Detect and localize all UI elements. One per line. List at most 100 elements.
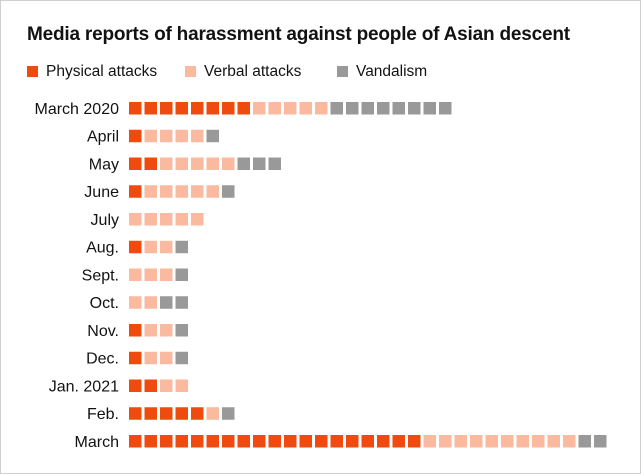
square-verbal [175, 129, 188, 143]
square-physical [191, 435, 204, 448]
square-verbal [144, 240, 157, 254]
row-1: April [87, 129, 219, 146]
square-physical [129, 435, 142, 448]
square-vandalism [346, 102, 359, 115]
square-verbal [160, 351, 173, 365]
square-verbal [299, 102, 312, 115]
square-verbal [144, 296, 157, 309]
square-vandalism [377, 102, 390, 115]
row-6: Sept. [82, 267, 188, 284]
square-vandalism [175, 268, 188, 281]
row-label: March [75, 434, 119, 451]
square-physical [222, 435, 235, 448]
square-verbal [160, 213, 173, 226]
row-label: April [87, 129, 119, 146]
row-4: July [91, 212, 204, 229]
square-verbal [563, 435, 576, 448]
square-verbal [206, 407, 219, 420]
square-vandalism [330, 102, 343, 115]
square-verbal [501, 435, 514, 448]
square-vandalism [175, 324, 188, 337]
square-physical [237, 102, 250, 115]
square-verbal [175, 213, 188, 226]
row-7: Oct. [90, 295, 188, 312]
square-verbal [470, 435, 483, 448]
square-physical [144, 435, 157, 448]
square-physical [222, 102, 235, 115]
square-physical [175, 102, 188, 115]
row-0: March 2020 [35, 101, 452, 118]
square-verbal [191, 185, 204, 198]
square-verbal [175, 379, 188, 392]
square-vandalism [206, 129, 219, 143]
row-12: March [75, 434, 607, 451]
square-verbal [160, 185, 173, 198]
square-physical [129, 407, 142, 420]
legend-label-physical: Physical attacks [46, 63, 158, 80]
row-8: Nov. [87, 323, 188, 340]
row-3: June [84, 184, 235, 201]
row-label: Oct. [90, 295, 119, 312]
square-physical [144, 157, 157, 170]
row-label: Jan. 2021 [49, 378, 119, 395]
row-9: Dec. [86, 351, 188, 368]
square-physical [237, 435, 250, 448]
square-physical [315, 435, 328, 448]
square-vandalism [578, 435, 591, 448]
square-verbal [532, 435, 545, 448]
square-vandalism [160, 296, 173, 309]
row-label: Aug. [86, 240, 119, 257]
square-verbal [315, 102, 328, 115]
square-verbal [144, 268, 157, 281]
square-verbal [191, 213, 204, 226]
square-verbal [160, 240, 173, 254]
square-physical [408, 435, 421, 448]
square-verbal [144, 324, 157, 337]
square-vandalism [222, 407, 235, 420]
row-label: Dec. [86, 351, 119, 368]
square-verbal [547, 435, 560, 448]
square-verbal [485, 435, 498, 448]
square-verbal [454, 435, 467, 448]
legend-swatch-vandalism [337, 66, 348, 77]
square-verbal [191, 157, 204, 170]
square-physical [129, 351, 142, 365]
square-physical [160, 435, 173, 448]
square-physical [268, 435, 281, 448]
square-physical [346, 435, 359, 448]
square-vandalism [175, 296, 188, 309]
square-physical [129, 185, 142, 198]
square-physical [129, 129, 142, 143]
square-verbal [222, 157, 235, 170]
square-vandalism [268, 157, 281, 170]
square-verbal [516, 435, 529, 448]
chart-title: Media reports of harassment against peop… [27, 24, 570, 45]
square-physical [191, 407, 204, 420]
square-verbal [160, 157, 173, 170]
square-vandalism [392, 102, 405, 115]
square-physical [160, 102, 173, 115]
square-verbal [129, 213, 142, 226]
square-verbal [160, 268, 173, 281]
square-physical [144, 407, 157, 420]
square-verbal [423, 435, 436, 448]
square-verbal [144, 185, 157, 198]
row-10: Jan. 2021 [49, 378, 188, 395]
square-physical [175, 435, 188, 448]
square-verbal [206, 185, 219, 198]
square-physical [206, 102, 219, 115]
square-vandalism [439, 102, 452, 115]
square-vandalism [222, 185, 235, 198]
square-physical [144, 379, 157, 392]
square-verbal [160, 324, 173, 337]
square-vandalism [423, 102, 436, 115]
row-5: Aug. [86, 240, 188, 257]
row-2: May [89, 156, 281, 173]
square-verbal [191, 129, 204, 143]
legend-swatch-physical [27, 66, 38, 77]
square-physical [144, 102, 157, 115]
square-physical [191, 102, 204, 115]
square-vandalism [408, 102, 421, 115]
square-physical [330, 435, 343, 448]
